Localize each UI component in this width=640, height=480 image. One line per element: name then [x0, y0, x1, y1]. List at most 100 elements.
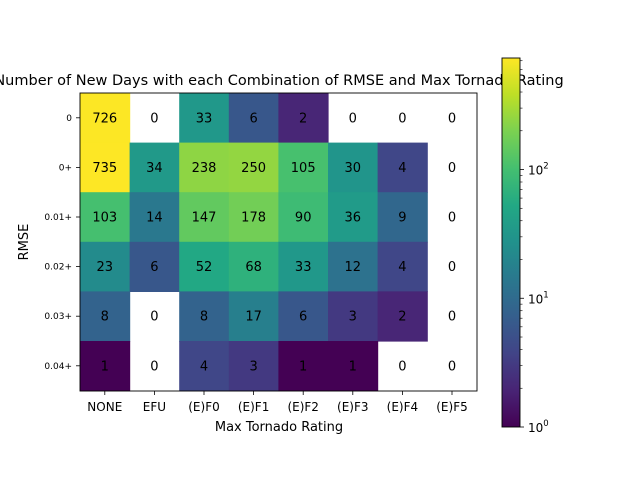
- cell-value-label: 0: [150, 359, 158, 374]
- cell-value-label: 33: [196, 111, 213, 126]
- cell-value-label: 0: [398, 359, 406, 374]
- cell-value-label: 0: [448, 161, 456, 176]
- cell-value-label: 1: [299, 359, 307, 374]
- cell-value-label: 14: [146, 211, 163, 226]
- cell-value-label: 0: [448, 211, 456, 226]
- cell-value-label: 4: [398, 260, 406, 275]
- cell-value-label: 0: [448, 310, 456, 325]
- heatmap-cell: [129, 241, 180, 292]
- cell-value-label: 23: [97, 260, 114, 275]
- heatmap-cell: [278, 241, 329, 292]
- cell-value-label: 34: [146, 161, 163, 176]
- heatmap-cell: [179, 341, 230, 392]
- heatmap-cell: [377, 142, 428, 193]
- y-axis-ticks: 0 0+ 0.01+ 0.02+ 0.03+ 0.04+: [44, 114, 80, 372]
- chart-title: Number of New Days with each Combination…: [0, 73, 564, 89]
- x-tick-label: (E)F1: [238, 400, 269, 414]
- cell-value-label: 52: [196, 260, 213, 275]
- cell-value-label: 33: [295, 260, 312, 275]
- colorbar-tick-label: 100: [528, 419, 549, 435]
- cell-value-label: 3: [349, 310, 357, 325]
- cell-value-label: 6: [150, 260, 158, 275]
- y-tick-label: 0+: [59, 163, 72, 173]
- heatmap-cell: [80, 241, 131, 292]
- cell-value-label: 103: [92, 211, 117, 226]
- cell-value-label: 238: [192, 161, 217, 176]
- cell-value-label: 2: [299, 111, 307, 126]
- cell-value-label: 2: [398, 310, 406, 325]
- colorbar-ticks: 100 101 102: [520, 60, 549, 435]
- cell-value-label: 6: [299, 310, 307, 325]
- cell-value-label: 735: [92, 161, 117, 176]
- cell-value-label: 105: [291, 161, 316, 176]
- cell-value-label: 68: [245, 260, 262, 275]
- y-tick-label: 0.03+: [44, 312, 72, 322]
- x-tick-label: NONE: [87, 400, 122, 414]
- heatmap-cell: [179, 192, 230, 243]
- x-tick-label: (E)F3: [337, 400, 368, 414]
- heatmap-cell: [80, 142, 131, 193]
- x-tick-label: (E)F5: [436, 400, 467, 414]
- cell-value-label: 6: [249, 111, 257, 126]
- cell-value-label: 9: [398, 211, 406, 226]
- heatmap-cell: [328, 341, 379, 392]
- cell-value-label: 3: [249, 359, 257, 374]
- cell-value-label: 250: [241, 161, 266, 176]
- heatmap-cell: [228, 341, 279, 392]
- heatmap-cell: [80, 192, 131, 243]
- heatmap-cell: [228, 241, 279, 292]
- heatmap-cell: [278, 341, 329, 392]
- heatmap-cell: [278, 142, 329, 193]
- cell-value-label: 30: [345, 161, 362, 176]
- x-axis-ticks: NONE EFU (E)F0 (E)F1 (E)F2 (E)F3 (E)F4 (E)F5: [87, 391, 468, 414]
- plot-frame: [79, 92, 478, 392]
- x-tick-label: (E)F4: [387, 400, 418, 414]
- heatmap-cell: [179, 241, 230, 292]
- y-tick-label: 0.01+: [44, 213, 72, 223]
- cell-value-label: 178: [241, 211, 266, 226]
- heatmap-cell: [377, 291, 428, 342]
- heatmap-cell: [328, 192, 379, 243]
- cell-value-label: 36: [345, 211, 362, 226]
- heatmap-cell: [228, 192, 279, 243]
- heatmap-cell: [80, 291, 131, 342]
- colorbar-tick-label: 102: [528, 162, 549, 178]
- cell-value-label: 0: [150, 111, 158, 126]
- heatmap-cell: [179, 291, 230, 342]
- cell-value-label: 12: [345, 260, 362, 275]
- cell-value-label: 4: [398, 161, 406, 176]
- y-tick-label: 0: [66, 114, 72, 124]
- x-tick-label: (E)F2: [287, 400, 318, 414]
- cell-value-label: 8: [200, 310, 208, 325]
- y-tick-label: 0.04+: [44, 362, 72, 372]
- heatmap-cell: [328, 142, 379, 193]
- heatmap-cell: [129, 192, 180, 243]
- heatmap-cell: [377, 241, 428, 292]
- cell-value-label: 1: [101, 359, 109, 374]
- cell-value-label: 90: [295, 211, 312, 226]
- x-axis-label: Max Tornado Rating: [215, 420, 343, 435]
- cell-value-label: 0: [150, 310, 158, 325]
- cell-value-label: 147: [192, 211, 217, 226]
- cell-value-label: 1: [349, 359, 357, 374]
- y-tick-label: 0.02+: [44, 263, 72, 273]
- x-tick-label: (E)F0: [188, 400, 219, 414]
- cell-value-label: 0: [398, 111, 406, 126]
- x-tick-label: EFU: [143, 400, 166, 414]
- heatmap-cell: [278, 192, 329, 243]
- heatmap-cell: [80, 341, 131, 392]
- heatmap-cell: [179, 142, 230, 193]
- cell-value-label: 0: [448, 359, 456, 374]
- cell-value-label: 8: [101, 310, 109, 325]
- colorbar-tick-label: 101: [528, 290, 549, 306]
- heatmap-cell: [179, 93, 230, 144]
- heatmap-cell: [377, 192, 428, 243]
- cell-value-label: 0: [448, 111, 456, 126]
- heatmap-cell: [80, 93, 131, 144]
- heatmap-cell: [129, 142, 180, 193]
- colorbar: [501, 57, 521, 428]
- heatmap-cell: [228, 291, 279, 342]
- heatmap-cell: [228, 93, 279, 144]
- cell-value-label: 17: [245, 310, 262, 325]
